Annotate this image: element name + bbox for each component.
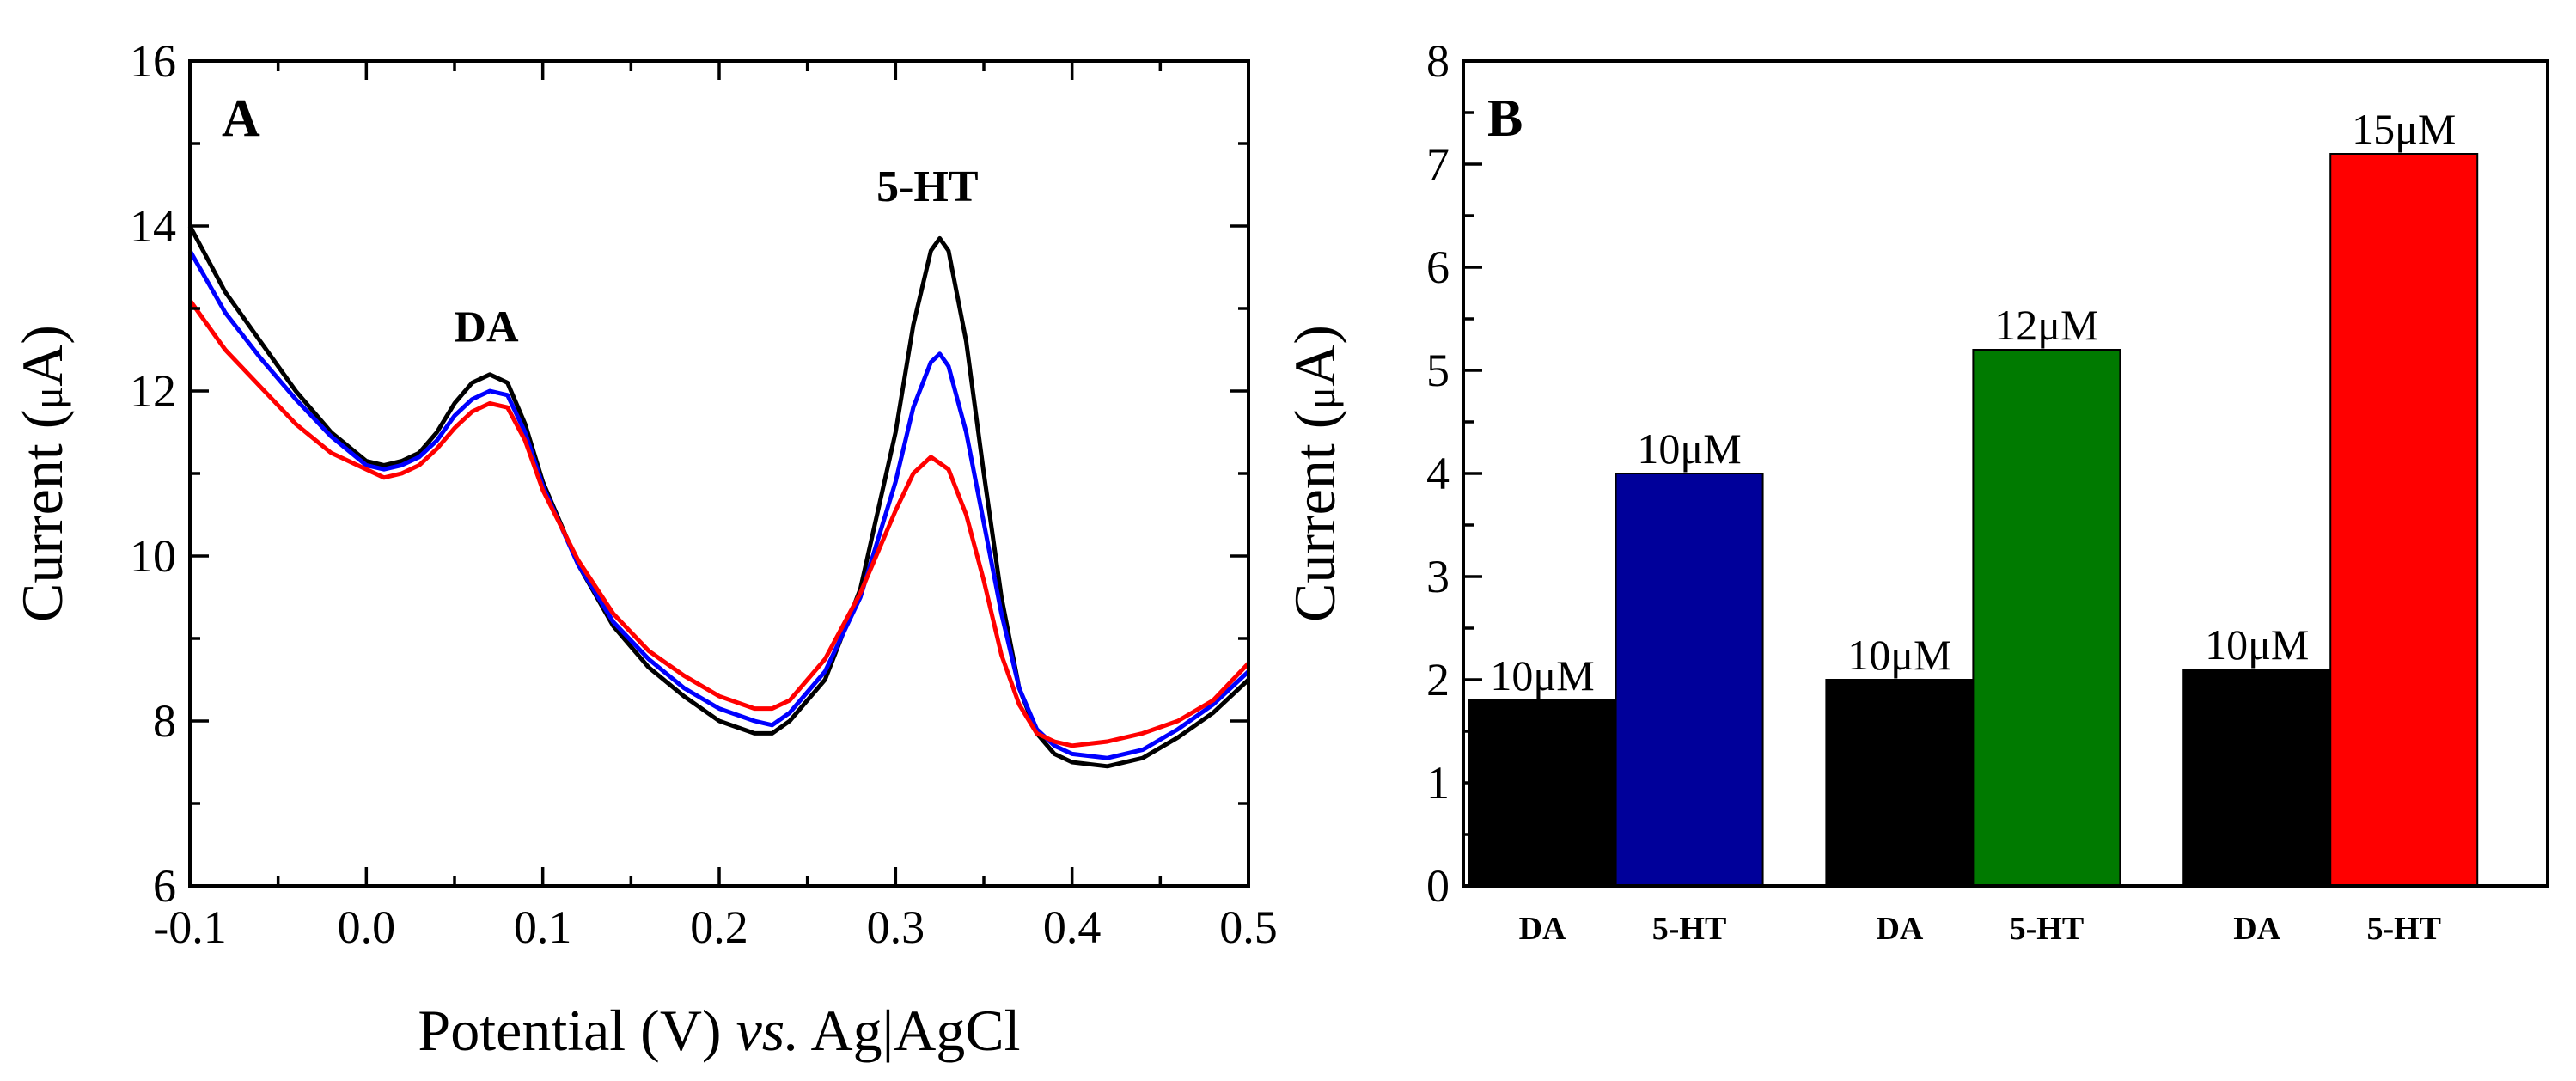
- x-tick-label: -0.1: [153, 901, 226, 953]
- x-axis-title: Potential (V) vs. Ag|AgCl: [418, 998, 1020, 1063]
- bar-value-label: 10μM: [1490, 651, 1594, 699]
- x-tick-label: 0.3: [867, 901, 925, 953]
- peak-label: DA: [454, 302, 519, 351]
- bars: [1468, 153, 2479, 887]
- peak-label: 5-HT: [876, 162, 978, 211]
- series-red-line: [187, 298, 1250, 748]
- plot-frame: [1462, 59, 2549, 888]
- y-tick-label: 16: [130, 35, 176, 87]
- y-axis-title: Current (μA): [9, 325, 75, 622]
- y-tick-label: 8: [1426, 35, 1450, 87]
- y-tick-label: 7: [1426, 138, 1450, 190]
- category-label: 5-HT: [2366, 911, 2441, 947]
- peak-annotations: DA 5-HT: [454, 162, 978, 351]
- y-axis-title: Current (μA): [1282, 325, 1347, 622]
- y-tick-label: 1: [1426, 757, 1450, 809]
- y-tick-label: 0: [1426, 860, 1450, 912]
- bar-5-ht: [2329, 153, 2479, 887]
- tick-marks: [1463, 59, 1482, 888]
- y-tick-label: 6: [153, 860, 176, 912]
- curves: [187, 224, 1250, 769]
- category-label: 5-HT: [1652, 911, 1727, 947]
- category-label: DA: [2233, 911, 2280, 947]
- series-blue-line: [187, 249, 1250, 760]
- y-tick-label: 10: [130, 530, 176, 582]
- y-tick-label: 4: [1426, 448, 1450, 499]
- panel-b-bar-chart: 10μM DA 10μM 5-HT 10μM DA 12μM 5-HT 10μM DA 15μM 5-…: [1282, 35, 2549, 947]
- y-tick-label: 5: [1426, 345, 1450, 396]
- panel-a-line-chart: -0.1 0.0 0.1 0.2 0.3 0.4 0.5 6 8 10 12 14 16 A DA 5-H…: [9, 35, 1278, 1063]
- x-tick-label: 0.4: [1043, 901, 1102, 953]
- bar-5-ht: [1615, 473, 1764, 887]
- bar-value-label: 15μM: [2352, 105, 2456, 153]
- bar-da: [1468, 699, 1617, 887]
- series-black-line: [187, 224, 1250, 769]
- bar-da: [1825, 679, 1975, 887]
- bar-value-label: 10μM: [1847, 631, 1951, 679]
- category-label: 5-HT: [2010, 911, 2085, 947]
- panel-letter-a: A: [222, 89, 260, 148]
- y-tick-label: 2: [1426, 654, 1450, 705]
- y-tick-label: 8: [153, 695, 176, 747]
- panel-letter-b: B: [1487, 89, 1523, 148]
- category-label: DA: [1876, 911, 1923, 947]
- x-tick-label: 0.5: [1219, 901, 1278, 953]
- x-tick-label: 0.1: [514, 901, 572, 953]
- bar-value-label: 10μM: [1637, 424, 1741, 473]
- tick-labels: -0.1 0.0 0.1 0.2 0.3 0.4 0.5 6 8 10 12 14 16: [130, 35, 1278, 953]
- x-tick-label: 0.2: [690, 901, 748, 953]
- category-label: DA: [1519, 911, 1566, 947]
- y-tick-label: 6: [1426, 241, 1450, 293]
- y-tick-label: 12: [130, 365, 176, 417]
- y-tick-label: 14: [130, 200, 176, 252]
- bar-5-ht: [1972, 349, 2121, 887]
- plot-frame: [188, 59, 1250, 888]
- x-tick-label: 0.0: [338, 901, 396, 953]
- bar-da: [2182, 669, 2332, 887]
- y-tick-label: 3: [1426, 551, 1450, 602]
- tick-labels: 10μM DA 10μM 5-HT 10μM DA 12μM 5-HT 10μM DA 15μM 5-…: [1426, 35, 2456, 947]
- bar-value-label: 10μM: [2205, 620, 2309, 669]
- bar-value-label: 12μM: [1994, 301, 2098, 349]
